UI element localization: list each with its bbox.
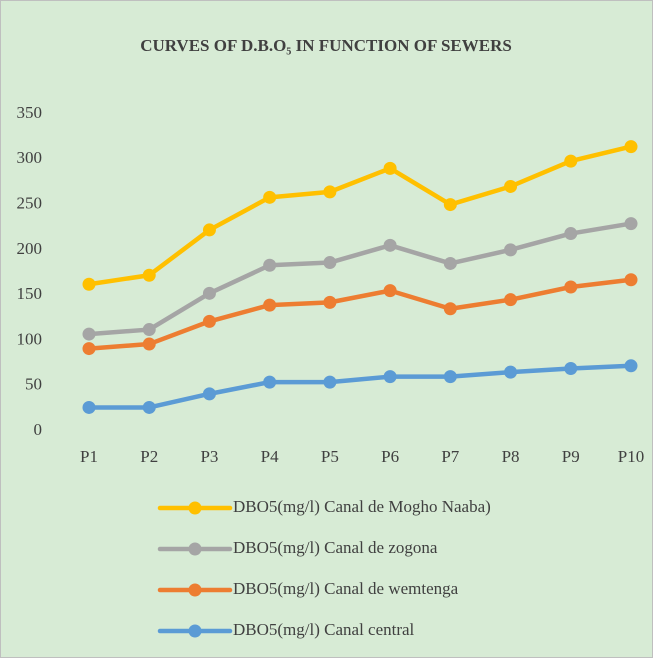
x-tick-label: P5 bbox=[321, 447, 339, 466]
series-marker bbox=[443, 370, 457, 384]
legend-label: DBO5(mg/l) Canal de wemtenga bbox=[233, 579, 459, 598]
series-marker bbox=[142, 400, 156, 414]
legend-marker bbox=[188, 501, 202, 515]
series-marker bbox=[504, 293, 518, 307]
series-marker bbox=[82, 327, 96, 341]
x-tick-label: P9 bbox=[562, 447, 580, 466]
series-marker bbox=[202, 223, 216, 237]
series-marker bbox=[504, 365, 518, 379]
y-tick-label: 0 bbox=[34, 420, 43, 439]
series-marker bbox=[443, 198, 457, 212]
legend-label: DBO5(mg/l) Canal de Mogho Naaba) bbox=[233, 497, 491, 516]
series-marker bbox=[383, 161, 397, 175]
y-tick-label: 200 bbox=[17, 239, 43, 258]
series-marker bbox=[564, 154, 578, 168]
series-line bbox=[86, 277, 634, 351]
x-tick-label: P2 bbox=[140, 447, 158, 466]
series-marker bbox=[323, 295, 337, 309]
x-tick-label: P6 bbox=[381, 447, 399, 466]
y-tick-label: 350 bbox=[17, 103, 43, 122]
series-marker bbox=[323, 256, 337, 270]
series-marker bbox=[82, 277, 96, 291]
series-marker bbox=[564, 280, 578, 294]
series-marker bbox=[263, 258, 277, 272]
series-marker bbox=[564, 227, 578, 241]
series-marker bbox=[383, 284, 397, 298]
series-marker bbox=[202, 387, 216, 401]
legend-label: DBO5(mg/l) Canal central bbox=[233, 620, 415, 639]
x-tick-label: P8 bbox=[502, 447, 520, 466]
series-line bbox=[86, 363, 634, 410]
series-marker bbox=[142, 337, 156, 351]
series-marker bbox=[564, 362, 578, 376]
legend-label: DBO5(mg/l) Canal de zogona bbox=[233, 538, 438, 557]
series-marker bbox=[323, 185, 337, 199]
y-tick-label: 150 bbox=[17, 284, 43, 303]
legend-marker bbox=[188, 624, 202, 638]
series-marker bbox=[504, 179, 518, 193]
series-marker bbox=[82, 400, 96, 414]
series-marker bbox=[504, 243, 518, 257]
legend-marker bbox=[188, 542, 202, 556]
y-tick-label: 100 bbox=[17, 329, 43, 348]
x-tick-label: P4 bbox=[261, 447, 279, 466]
series-marker bbox=[142, 268, 156, 282]
series-marker bbox=[624, 273, 638, 287]
x-tick-label: P10 bbox=[618, 447, 644, 466]
x-tick-label: P1 bbox=[80, 447, 98, 466]
series-marker bbox=[443, 256, 457, 270]
series-marker bbox=[263, 190, 277, 204]
series-marker bbox=[323, 375, 337, 389]
y-tick-label: 300 bbox=[17, 148, 43, 167]
series-marker bbox=[202, 286, 216, 300]
series-marker bbox=[202, 314, 216, 328]
series-marker bbox=[263, 375, 277, 389]
chart-title: CURVES OF D.B.O₅ IN FUNCTION OF SEWERS bbox=[140, 36, 512, 55]
x-tick-label: P3 bbox=[200, 447, 218, 466]
series-marker bbox=[82, 342, 96, 356]
series-marker bbox=[383, 238, 397, 252]
series-marker bbox=[142, 323, 156, 337]
y-tick-label: 50 bbox=[25, 375, 42, 394]
series-line bbox=[86, 144, 634, 287]
x-tick-label: P7 bbox=[441, 447, 459, 466]
series-marker bbox=[263, 298, 277, 312]
series-line bbox=[86, 221, 634, 337]
series-marker bbox=[443, 302, 457, 316]
series-marker bbox=[624, 359, 638, 373]
series-marker bbox=[624, 217, 638, 231]
y-tick-label: 250 bbox=[17, 193, 43, 212]
series-marker bbox=[383, 370, 397, 384]
series-marker bbox=[624, 140, 638, 154]
legend-marker bbox=[188, 583, 202, 597]
